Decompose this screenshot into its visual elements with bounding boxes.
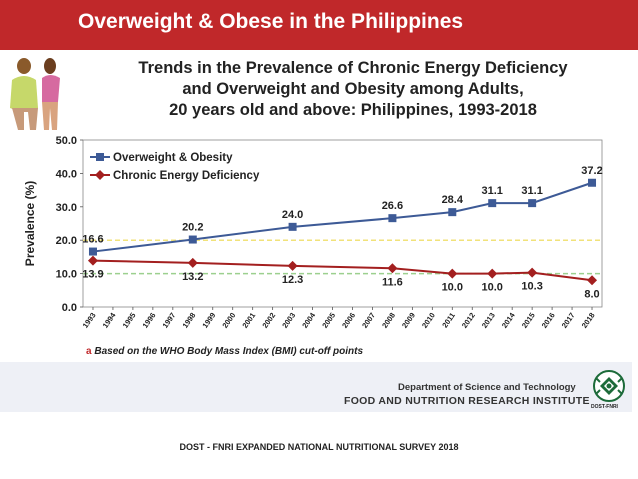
data-point <box>87 255 98 266</box>
chart-title-line-2: and Overweight and Obesity among Adults, <box>182 80 524 98</box>
data-label: 10.0 <box>442 282 463 294</box>
data-label: 37.2 <box>581 165 602 177</box>
series-line-overweight <box>92 181 593 253</box>
x-tick-label: 1993 <box>81 311 98 330</box>
legend-marker <box>96 153 104 161</box>
data-point <box>287 260 298 271</box>
fnri-logo-icon <box>593 370 625 402</box>
chart-title: Trends in the Prevalence of Chronic Ener… <box>74 58 632 121</box>
data-label: 8.0 <box>584 288 599 300</box>
data-label: 13.2 <box>182 271 203 283</box>
data-label: 20.2 <box>182 222 203 234</box>
data-label: 26.6 <box>382 200 403 212</box>
data-point <box>528 199 537 208</box>
y-tick-label: 50.0 <box>56 135 77 147</box>
x-tick-label: 2014 <box>500 310 517 330</box>
data-label: 16.6 <box>82 234 103 246</box>
institute-name: FOOD AND NUTRITION RESEARCH INSTITUTE <box>344 395 590 407</box>
x-tick-label: 2002 <box>260 311 277 330</box>
x-tick-label: 2011 <box>440 311 457 329</box>
series-line-ced <box>92 259 593 282</box>
x-tick-label: 1998 <box>180 311 197 330</box>
data-label: 13.9 <box>82 269 103 281</box>
x-tick-label: 2013 <box>480 311 497 330</box>
chart-title-line-1: Trends in the Prevalence of Chronic Ener… <box>138 59 568 77</box>
x-tick-label: 2006 <box>340 311 357 330</box>
x-tick-label: 2000 <box>220 311 237 330</box>
x-tick-label: 1999 <box>200 311 217 330</box>
x-tick-label: 2008 <box>380 311 397 330</box>
data-point <box>487 268 498 279</box>
x-tick-label: 2017 <box>560 311 577 330</box>
legend-label: Chronic Energy Deficiency <box>113 170 260 182</box>
x-tick-label: 2009 <box>400 311 417 330</box>
data-label: 24.0 <box>282 209 303 221</box>
data-point <box>387 263 398 274</box>
x-tick-label: 2005 <box>320 311 337 330</box>
data-point <box>187 257 198 268</box>
x-tick-label: 2001 <box>240 311 257 330</box>
data-label: 28.4 <box>442 194 464 206</box>
legend-marker <box>95 170 105 180</box>
x-tick-label: 1996 <box>141 311 158 330</box>
y-tick-label: 20.0 <box>56 235 77 247</box>
source-note: DOST - FNRI EXPANDED NATIONAL NUTRITIONA… <box>179 442 459 452</box>
legend-label: Overweight & Obesity <box>113 152 233 164</box>
data-point <box>587 275 598 286</box>
data-label: 10.3 <box>521 281 542 293</box>
data-point <box>447 268 458 279</box>
logo-caption: DOST-FNRI <box>591 404 618 410</box>
data-point <box>588 178 597 187</box>
x-tick-label: 2018 <box>580 311 597 330</box>
data-point <box>388 214 397 223</box>
data-label: 10.0 <box>482 282 503 294</box>
data-point <box>188 235 197 244</box>
data-point <box>288 222 297 231</box>
footnote-marker: a <box>86 346 92 357</box>
data-label: 11.6 <box>382 276 403 288</box>
data-point <box>88 247 97 256</box>
chart-title-line-3: 20 years old and above: Philippines, 199… <box>169 101 537 119</box>
title-banner: Overweight & Obese in the Philippines <box>0 0 638 50</box>
x-tick-label: 2003 <box>280 311 297 330</box>
x-tick-label: 2016 <box>540 311 557 330</box>
x-tick-label: 2012 <box>460 311 477 330</box>
y-axis-label: Prevalence (%) <box>23 181 37 266</box>
body-figures-illustration <box>10 58 60 130</box>
data-point <box>527 267 538 278</box>
x-tick-label: 1994 <box>101 310 118 330</box>
footnote: a Based on the WHO Body Mass Index (BMI)… <box>86 346 363 357</box>
agency-panel <box>0 362 632 412</box>
department-name: Department of Science and Technology <box>398 382 576 393</box>
x-tick-label: 1997 <box>161 311 178 330</box>
y-tick-label: 10.0 <box>56 269 77 281</box>
banner-title: Overweight & Obese in the Philippines <box>78 10 464 33</box>
data-point <box>448 208 457 217</box>
data-label: 12.3 <box>282 274 303 286</box>
y-tick-label: 0.0 <box>62 302 77 314</box>
y-tick-label: 30.0 <box>56 202 77 214</box>
x-tick-label: 1995 <box>121 311 138 330</box>
footnote-text: Based on the WHO Body Mass Index (BMI) c… <box>94 346 364 357</box>
data-label: 31.1 <box>482 185 503 197</box>
x-tick-label: 2015 <box>520 311 537 330</box>
x-tick-label: 2010 <box>420 311 437 330</box>
x-tick-label: 2004 <box>300 310 317 330</box>
data-label: 31.1 <box>521 185 542 197</box>
x-tick-label: 2007 <box>360 311 377 330</box>
y-tick-label: 40.0 <box>56 168 77 180</box>
data-point <box>488 199 497 208</box>
